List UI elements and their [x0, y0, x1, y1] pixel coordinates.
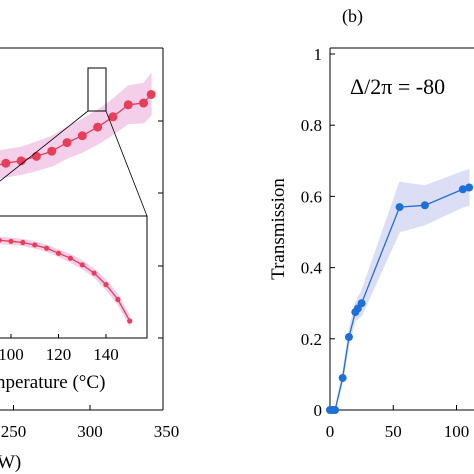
inset-point [44, 245, 50, 251]
inset-frame [0, 215, 148, 339]
panel-b-ytick-label: 0.4 [301, 259, 323, 278]
panel-a-point [16, 156, 26, 166]
panel-b-xtick-label: 100 [444, 422, 470, 441]
panel-a-point [108, 112, 118, 122]
inset-point [103, 282, 109, 288]
panel-a-xlabel-fragment: W) [0, 452, 21, 473]
inset: 100 120 140 nperature (°C) [0, 215, 148, 393]
inset-point [127, 318, 133, 324]
panel-b-point [395, 203, 404, 212]
panel-b-xticks: 0 50 100 [326, 405, 470, 441]
panel-b-ytick-label: 0 [314, 401, 323, 420]
panel-a-xticks: 250 300 350 [1, 405, 180, 441]
panel-b-ytick-label: 0.2 [301, 330, 322, 349]
panel-b-point [344, 333, 353, 342]
panel-a-xtick-label: 350 [154, 422, 180, 441]
panel-b-label: (b) [342, 6, 363, 27]
panel-b-ytick-label: 0.8 [301, 116, 322, 135]
panel-a-point [77, 131, 87, 141]
panel-a-main-series [0, 72, 156, 179]
panel-a-point [62, 138, 72, 148]
panel-a-point [123, 100, 133, 110]
inset-point [8, 238, 14, 244]
panel-a-xtick-label: 300 [77, 422, 103, 441]
panel-b-xtick-label: 50 [385, 422, 402, 441]
inset-xticks: 100 120 140 [0, 334, 119, 364]
panel-b-series [326, 169, 474, 414]
inset-point [0, 237, 2, 243]
panel-a-error-band [0, 72, 152, 179]
panel-b-ylabel: Transmission [268, 178, 289, 280]
panel-a-point [1, 158, 11, 168]
panel-b-xtick-label: 0 [326, 422, 335, 441]
panel-b-point [465, 183, 474, 192]
inset-series [0, 236, 133, 328]
panel-a-point [47, 146, 57, 156]
panel-b: (b) 0 0.2 0.4 0.6 0.8 1 0 50 100 Transmission Δ… [268, 6, 474, 441]
inset-point [79, 262, 85, 268]
inset-point [32, 242, 38, 248]
panel-b-annotation: Δ/2π = -80 [350, 74, 445, 99]
inset-xtick-label: 120 [46, 345, 72, 364]
zoom-connector-left [0, 110, 89, 182]
panel-a-xtick-label: 250 [1, 422, 27, 441]
panel-b-ytick-label: 1 [314, 45, 323, 64]
panel-b-point [420, 201, 429, 210]
zoom-connector-right [105, 110, 148, 217]
inset-point [67, 255, 73, 261]
inset-point [115, 296, 121, 303]
inset-xtick-label: 100 [0, 345, 24, 364]
panel-a-point [146, 89, 156, 99]
panel-b-point [458, 185, 467, 194]
panel-b-point [338, 373, 347, 382]
inset-point [91, 270, 97, 276]
panel-a: 250 300 350 W) 100 120 140 nperature (°C) [0, 47, 180, 473]
panel-a-point [139, 98, 149, 108]
panel-b-point [331, 406, 340, 414]
inset-xtick-label: 140 [93, 345, 119, 364]
zoom-rectangle [87, 67, 107, 112]
panel-a-point [31, 151, 41, 161]
inset-point [55, 250, 62, 256]
panel-b-point [357, 299, 366, 308]
inset-point [20, 239, 26, 246]
panel-a-point [93, 122, 103, 132]
panel-b-ytick-label: 0.6 [301, 187, 322, 206]
inset-error-band [0, 236, 131, 328]
inset-xlabel: nperature (°C) [0, 372, 105, 393]
panel-b-yticks: 0 0.2 0.4 0.6 0.8 1 [301, 45, 335, 420]
